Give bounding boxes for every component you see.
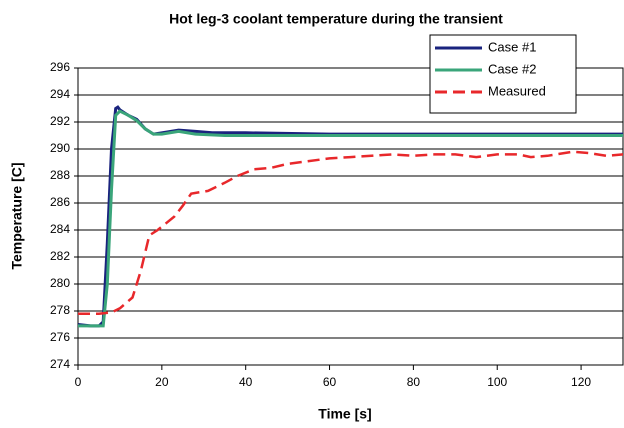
x-tick-label: 20 [155,375,169,389]
plot-frame [77,67,624,366]
y-tick-label: 288 [50,168,70,182]
legend-label: Case #2 [488,61,536,76]
legend-label: Case #1 [488,39,536,54]
line-series [77,105,623,328]
y-tick-label: 276 [50,330,70,344]
y-tick-label: 296 [50,60,70,74]
y-tick-label: 278 [50,303,70,317]
y-tick-label: 286 [50,195,70,209]
x-tick-label: 40 [239,375,253,389]
y-tick-label: 290 [50,141,70,155]
line-series [78,150,624,315]
y-tick-label: 292 [50,114,70,128]
line-series [78,109,623,328]
x-tick-label: 80 [407,375,421,389]
y-tick-label: 284 [50,222,70,236]
y-tick-label: 274 [50,357,70,371]
x-tick-label: 120 [571,375,591,389]
chart-title: Hot leg-3 coolant temperature during the… [169,11,503,27]
y-axis-label: Temperature [C] [9,162,25,269]
x-tick-label: 100 [487,375,507,389]
x-tick-label: 60 [323,375,337,389]
legend-label: Measured [488,83,546,98]
x-axis-label: Time [s] [318,406,371,422]
x-tick-label: 0 [75,375,82,389]
y-tick-label: 294 [50,87,70,101]
y-tick-label: 282 [50,249,70,263]
y-tick-label: 280 [50,276,70,290]
